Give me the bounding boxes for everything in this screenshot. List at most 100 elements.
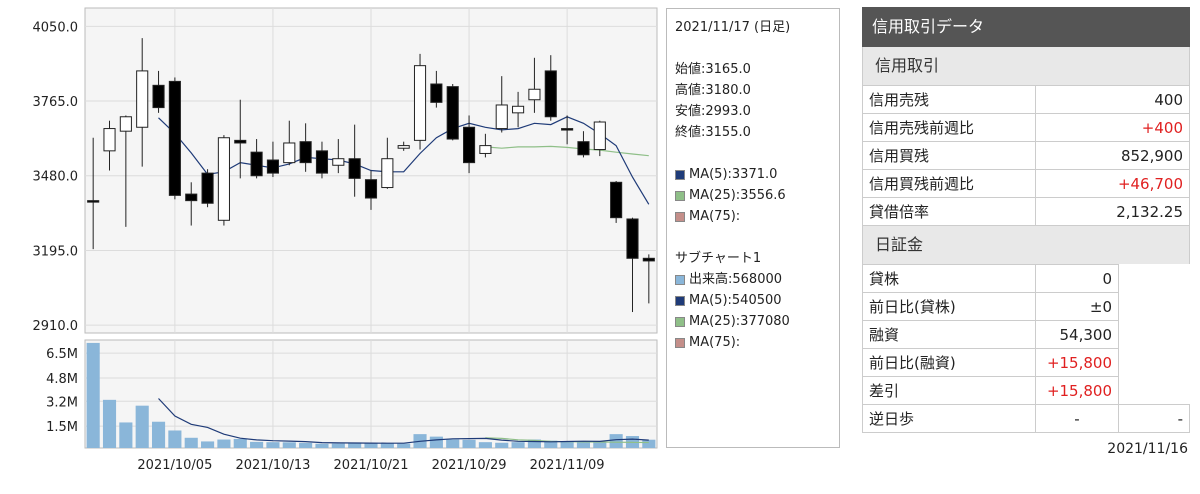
row-value: 54,300 (1035, 320, 1119, 349)
candle (528, 57, 541, 113)
volume-bar (593, 442, 607, 448)
volume-bar (478, 442, 492, 448)
volume-bar (397, 443, 411, 448)
gyakuhibu-mid: - (1035, 404, 1119, 433)
volume-bar (250, 441, 264, 448)
row-value: ±0 (1035, 292, 1119, 321)
volume-tick-label: 6.5M (46, 347, 78, 362)
row-value: 2,132.25 (1035, 197, 1190, 226)
candle-body (381, 158, 394, 189)
info-close: 終値:3155.0 (675, 125, 751, 140)
candle-body (479, 145, 492, 154)
row-value: 852,900 (1035, 141, 1190, 170)
volume-bar (511, 442, 525, 448)
candle-body (103, 128, 116, 152)
row-label: 信用売残前週比 (862, 113, 1036, 142)
section-margin-trading: 信用取引 (862, 47, 1190, 85)
legend-ma75-label: MA(75): (689, 209, 741, 224)
price-tick-label: 2910.0 (33, 319, 79, 334)
legend-ma5-label: MA(5):3371.0 (689, 167, 778, 182)
info-low: 安値:2993.0 (675, 104, 751, 119)
ma5-swatch (675, 169, 685, 180)
candle-body (152, 84, 165, 109)
info-high: 高値:3180.0 (675, 83, 751, 98)
table-row: 融資 54,300 (862, 320, 1190, 349)
candle (136, 38, 149, 167)
candle (299, 123, 312, 172)
volume-bar (233, 438, 247, 448)
row-label: 貸借倍率 (862, 197, 1036, 226)
x-tick-label: 2021/11/09 (530, 458, 605, 473)
volume-bar (380, 443, 394, 448)
candle-body (463, 126, 476, 164)
credit-data-panel: 信用取引データ 信用取引 信用売残 400 信用売残前週比 +400 信用買残 852,9… (862, 7, 1190, 457)
subchart-title: サブチャート1 (675, 251, 762, 266)
candle (87, 137, 100, 250)
volume-ma5-line (158, 398, 649, 444)
legend-vma75-label: MA(75): (689, 335, 741, 350)
legend-vma25-label: MA(25):377080 (689, 314, 790, 329)
row-value: 400 (1035, 85, 1190, 114)
candle (332, 139, 345, 174)
candle (266, 141, 279, 178)
volume-tick-label: 3.2M (46, 395, 78, 410)
candle (577, 131, 590, 158)
candle-body (593, 121, 606, 151)
row-label: 差引 (862, 376, 1036, 405)
vma75-swatch (675, 337, 685, 348)
candle-body (544, 70, 557, 118)
volume-bar (527, 439, 541, 448)
price-tick-label: 3480.0 (33, 170, 79, 185)
candle (250, 139, 263, 179)
candle-body (512, 105, 525, 114)
row-value: +400 (1035, 113, 1190, 142)
row-label: 信用買残 (862, 141, 1036, 170)
legend-vma5-label: MA(5):540500 (689, 293, 782, 308)
candle-body (430, 83, 443, 103)
price-tick-label: 3195.0 (33, 244, 79, 259)
candle-body (561, 128, 574, 131)
x-tick-label: 2021/10/21 (334, 458, 409, 473)
ma25-swatch (675, 190, 685, 201)
legend-ma25: MA(25):3556.6 (675, 185, 831, 206)
candle (610, 180, 623, 223)
candle (234, 99, 247, 179)
price-tick-label: 3765.0 (33, 95, 79, 110)
candle (152, 70, 165, 113)
volume-tick-label: 4.8M (46, 372, 78, 387)
candle (479, 133, 492, 158)
candle-body (413, 65, 427, 141)
candle-body (642, 257, 655, 262)
volume-bar (446, 439, 460, 448)
table-row: 貸株 0 (862, 264, 1190, 293)
candle-body (446, 86, 459, 140)
credit-date: 2021/11/16 (1107, 441, 1188, 457)
volume-bar (86, 342, 100, 448)
volume-bar (217, 439, 231, 448)
candle-body (364, 179, 378, 199)
volume-bar (299, 442, 313, 448)
row-label: 貸株 (862, 264, 1036, 293)
chart-info-panel: 2021/11/17 (日足) 始値:3165.0 高値:3180.0 安値:2… (666, 8, 840, 448)
vma5-swatch (675, 295, 685, 306)
candle (512, 91, 525, 128)
volume-bar (201, 441, 215, 448)
candle-body (250, 151, 263, 177)
candle (463, 115, 476, 174)
candle (168, 77, 181, 200)
table-row: 信用買残前週比 +46,700 (862, 169, 1190, 198)
table-row: 前日比(融資) +15,800 (862, 348, 1190, 377)
x-tick-label: 2021/10/05 (137, 458, 212, 473)
table-row: 貸借倍率 2,132.25 (862, 197, 1190, 226)
row-label: 信用売残 (862, 85, 1036, 114)
x-tick-label: 2021/10/13 (235, 458, 310, 473)
row-label: 前日比(貸株) (862, 292, 1036, 321)
candle (430, 70, 443, 108)
volume-bar (560, 441, 574, 448)
volume-bar (642, 439, 656, 448)
candle-body (136, 70, 149, 128)
margin-trading-table: 信用売残 400 信用売残前週比 +400 信用買残 852,900 信用買残前週比 +46,… (862, 85, 1190, 226)
candle (185, 182, 198, 226)
volume-bar (576, 441, 591, 448)
candle-body (201, 172, 214, 204)
